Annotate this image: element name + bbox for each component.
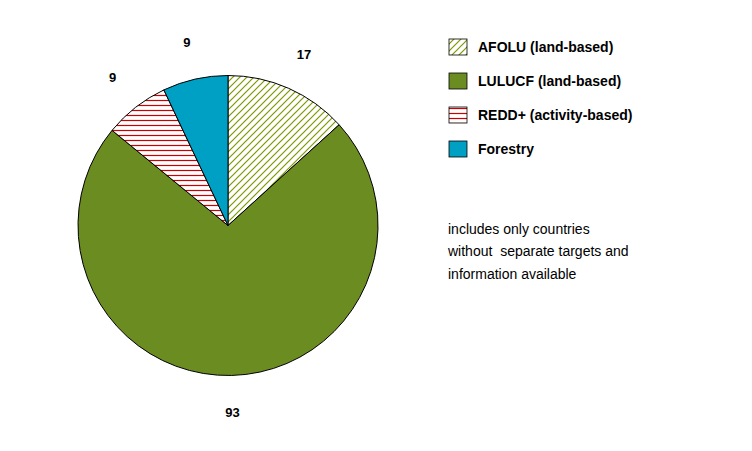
svg-text:93: 93 xyxy=(225,405,239,420)
html-text:includes only countries withou: includes only countries without separate… xyxy=(448,221,629,282)
html-text:LULUCF (land-based): LULUCF (land-based) xyxy=(478,73,622,89)
html-text:REDD+ (activity-based): REDD+ (activity-based) xyxy=(478,107,633,123)
html-text:Forestry: Forestry xyxy=(478,141,534,157)
svg-text:17: 17 xyxy=(297,47,311,62)
svg-text:9: 9 xyxy=(183,35,190,50)
html-text:AFOLU (land-based): AFOLU (land-based) xyxy=(478,39,614,55)
svg-text:9: 9 xyxy=(109,70,116,85)
